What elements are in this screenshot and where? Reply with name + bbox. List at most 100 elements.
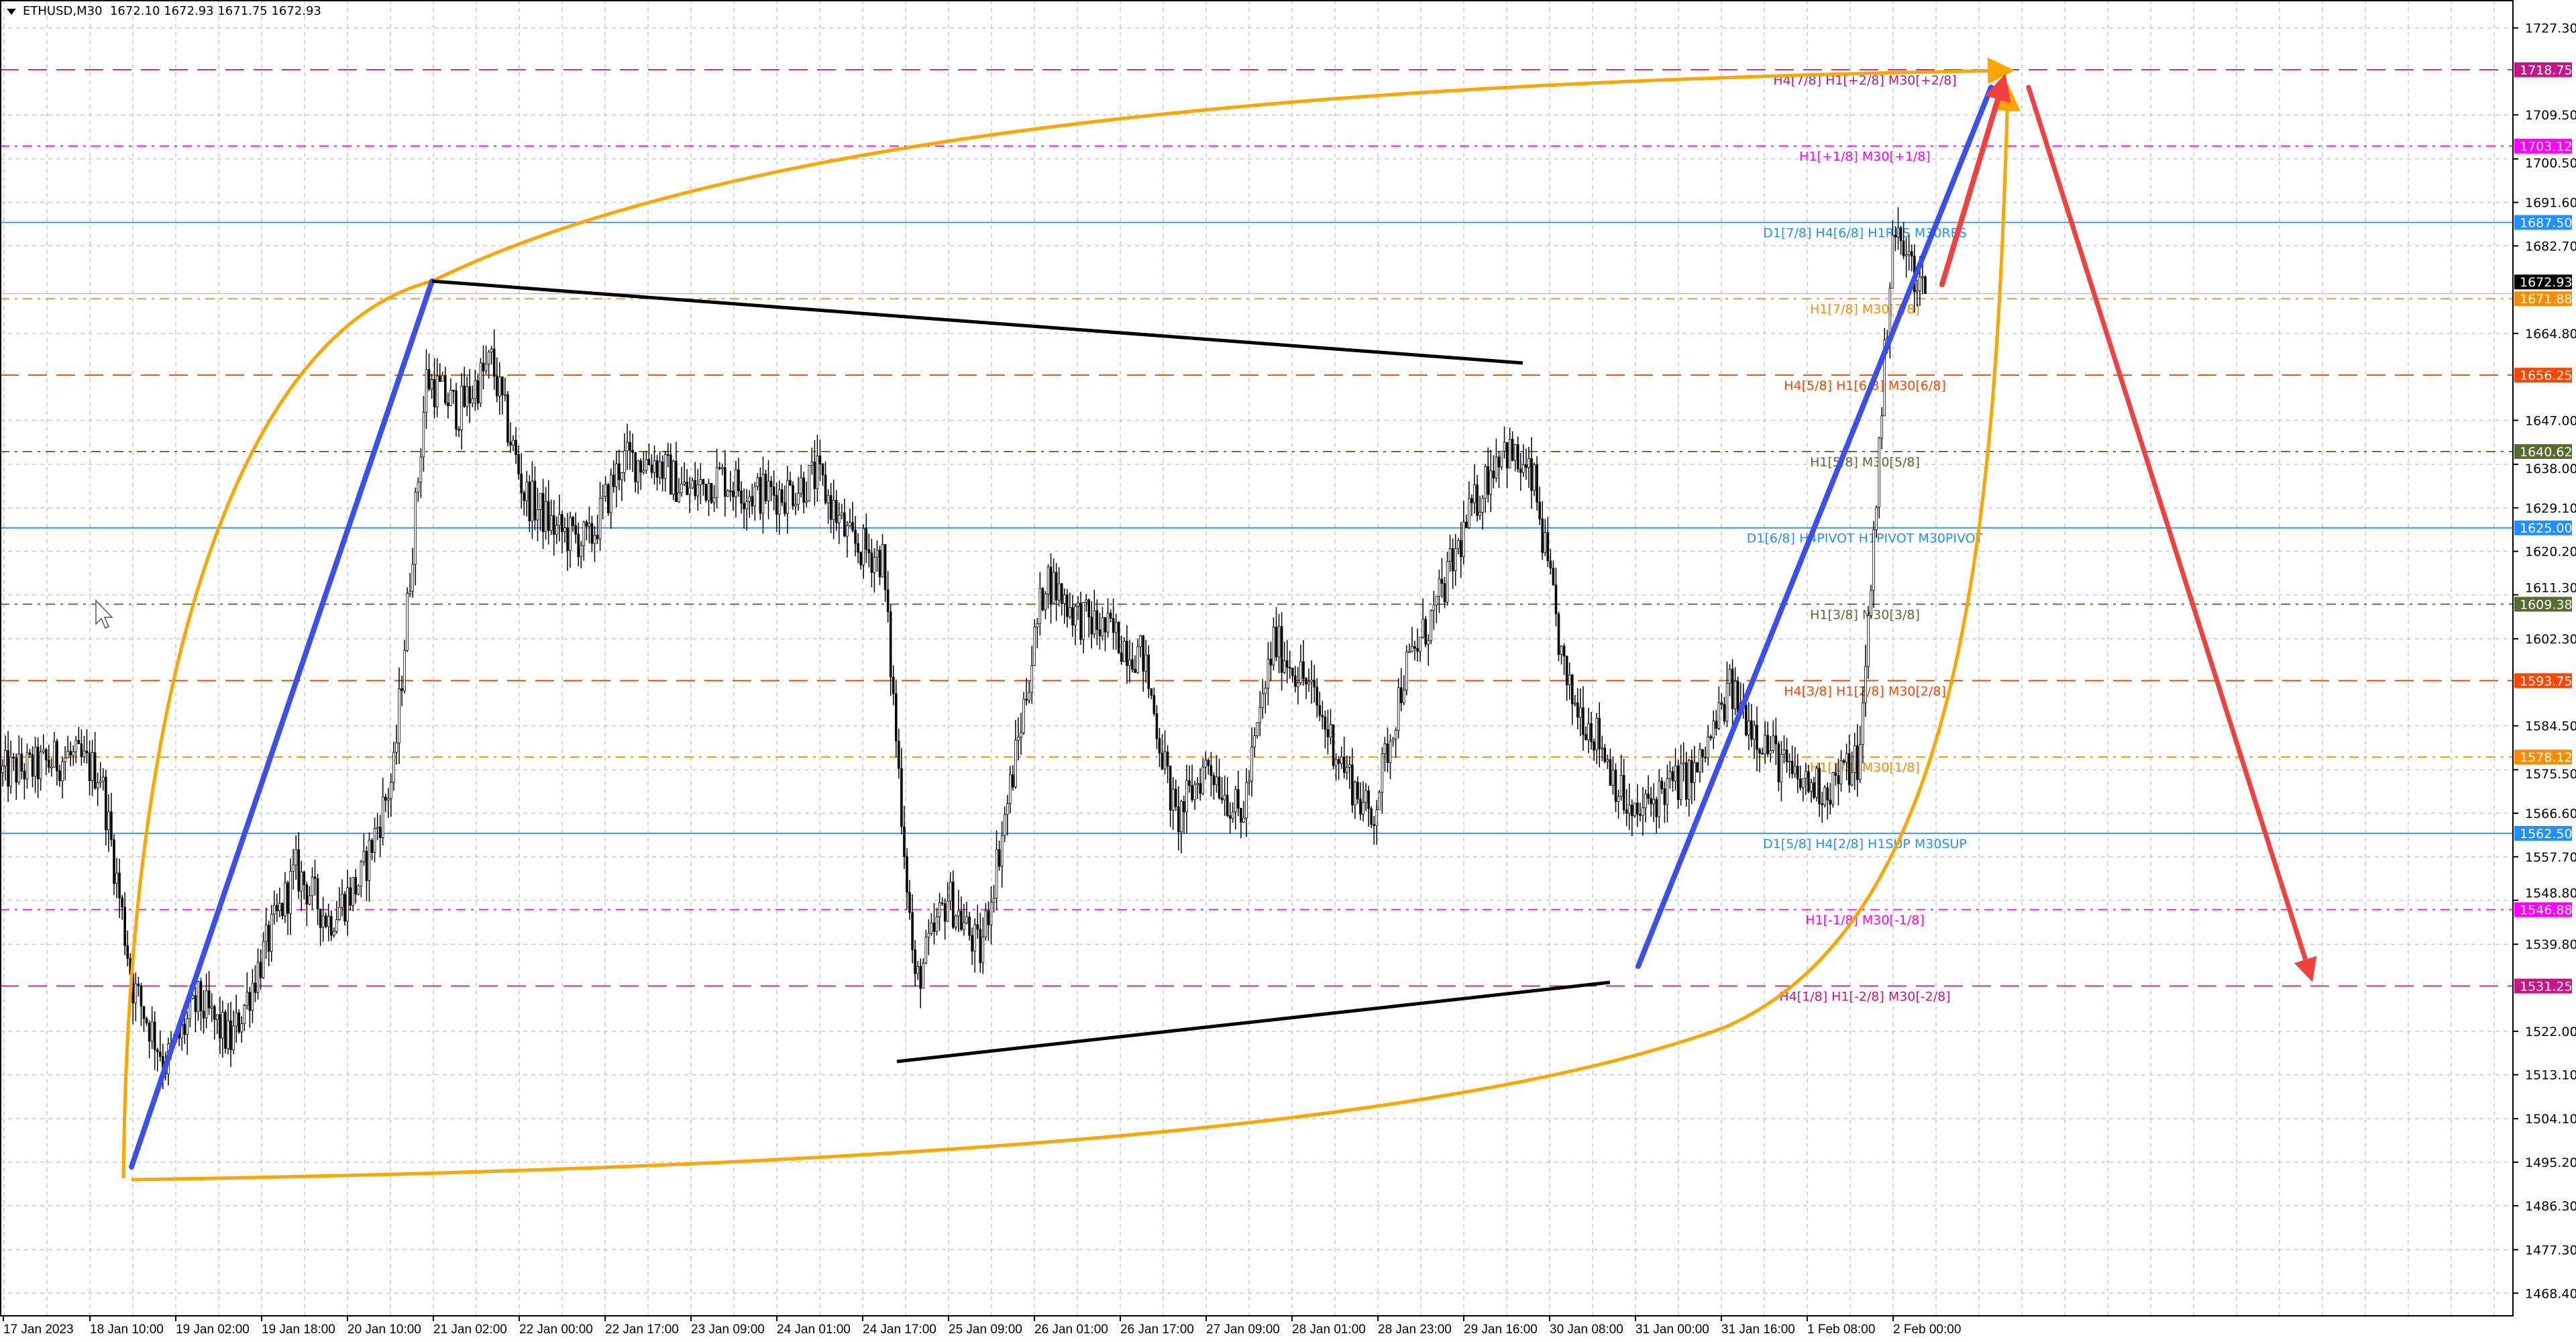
candle xyxy=(1470,495,1473,517)
candle-body xyxy=(313,876,317,879)
candle-body xyxy=(655,460,659,478)
candle xyxy=(273,890,276,925)
candle-body xyxy=(1834,772,1837,776)
candle xyxy=(50,758,53,777)
candle xyxy=(883,544,887,603)
candle-body xyxy=(826,495,830,504)
candle xyxy=(729,471,732,502)
candle xyxy=(547,480,550,545)
candle xyxy=(1166,745,1169,784)
candle-body xyxy=(1383,743,1387,754)
candle xyxy=(1183,795,1185,834)
candle xyxy=(800,464,802,498)
current-price-badge-label: 1672.93 xyxy=(2520,275,2573,290)
candle-body xyxy=(23,770,26,780)
price-tick-label: 1468.40 xyxy=(2525,1286,2576,1301)
price-badge xyxy=(2514,978,2572,994)
candle-body xyxy=(123,907,126,946)
time-axis[interactable]: 17 Jan 2023 18 Jan 10:00 19 Jan 02:00 19 Ja… xyxy=(3,1316,1961,1337)
candle-body xyxy=(392,752,395,783)
price-axis[interactable]: 1727.30 1709.50 1700.50 1691.60 1682.70 1664.… xyxy=(2513,21,2576,1302)
ohlc-values: 1672.10 1672.93 1671.75 1672.93 xyxy=(109,4,321,18)
candle-body xyxy=(1560,646,1563,655)
candle xyxy=(759,467,762,520)
candle-body xyxy=(1750,720,1753,740)
candle-body xyxy=(1481,498,1484,513)
candle-body xyxy=(1169,766,1172,811)
candle-body xyxy=(1522,464,1525,473)
price-badge-label: 1703.12 xyxy=(2520,140,2573,154)
candle-body xyxy=(1495,456,1498,478)
candle-body xyxy=(1191,785,1193,801)
candle xyxy=(727,488,729,497)
candle xyxy=(484,346,488,374)
candle-body xyxy=(311,876,314,896)
candle xyxy=(1636,784,1639,827)
candle-body xyxy=(1769,750,1772,754)
candle xyxy=(224,1009,227,1053)
candle xyxy=(1538,486,1541,525)
candle-body xyxy=(305,884,309,905)
candle xyxy=(349,877,352,911)
candle xyxy=(390,773,392,817)
candle xyxy=(780,482,784,507)
candle xyxy=(246,972,249,1010)
candle-body xyxy=(1136,646,1139,673)
candle xyxy=(634,452,637,493)
candle-body xyxy=(1248,780,1250,783)
candle-body xyxy=(1321,715,1324,717)
candle xyxy=(1057,567,1061,607)
candle xyxy=(267,921,270,966)
candle-body xyxy=(943,903,947,922)
candle xyxy=(504,378,506,402)
price-tick-label: 1709.50 xyxy=(2525,108,2576,123)
candle xyxy=(1579,688,1582,737)
candle-body xyxy=(1370,808,1373,825)
triangle-down-icon[interactable] xyxy=(7,8,16,15)
candle-body xyxy=(1468,498,1470,528)
candle xyxy=(1234,786,1237,830)
candle xyxy=(183,1014,186,1044)
candle xyxy=(384,793,387,813)
candle-body xyxy=(792,485,794,507)
candle xyxy=(319,909,322,946)
candle-body xyxy=(694,480,697,497)
time-tick-label: 19 Jan 02:00 xyxy=(176,1323,250,1337)
candle xyxy=(1405,645,1408,696)
candle xyxy=(971,927,973,965)
candle xyxy=(286,880,289,935)
candle-body xyxy=(1052,572,1055,604)
candle-body xyxy=(254,982,257,993)
candle-body xyxy=(1041,588,1044,611)
candle xyxy=(1562,643,1566,675)
candle-body xyxy=(1715,721,1718,729)
candle-body xyxy=(1112,618,1115,633)
candle xyxy=(1356,776,1359,805)
candle xyxy=(1823,785,1827,808)
candle-body xyxy=(539,493,542,510)
candle-body xyxy=(409,590,412,594)
candle-body xyxy=(1707,736,1709,758)
candle-body xyxy=(1079,603,1082,640)
candle xyxy=(784,485,786,517)
candle-body xyxy=(1399,687,1403,703)
time-tick-label: 28 Jan 23:00 xyxy=(1378,1323,1452,1337)
candle xyxy=(1012,765,1014,791)
time-tick-label: 31 Jan 16:00 xyxy=(1721,1323,1795,1337)
candle xyxy=(1106,598,1110,638)
price-badge xyxy=(2514,215,2572,230)
candle xyxy=(1432,590,1436,630)
candle-body xyxy=(1574,703,1576,705)
candle-body xyxy=(1285,660,1289,668)
candle-body xyxy=(1098,629,1102,637)
candle xyxy=(1025,678,1028,706)
candle xyxy=(1492,455,1495,488)
candle xyxy=(1481,495,1484,530)
candle-body xyxy=(1582,707,1585,735)
candle xyxy=(1332,724,1335,770)
candle xyxy=(414,487,417,586)
candle xyxy=(498,362,501,415)
candle-body xyxy=(818,455,822,465)
